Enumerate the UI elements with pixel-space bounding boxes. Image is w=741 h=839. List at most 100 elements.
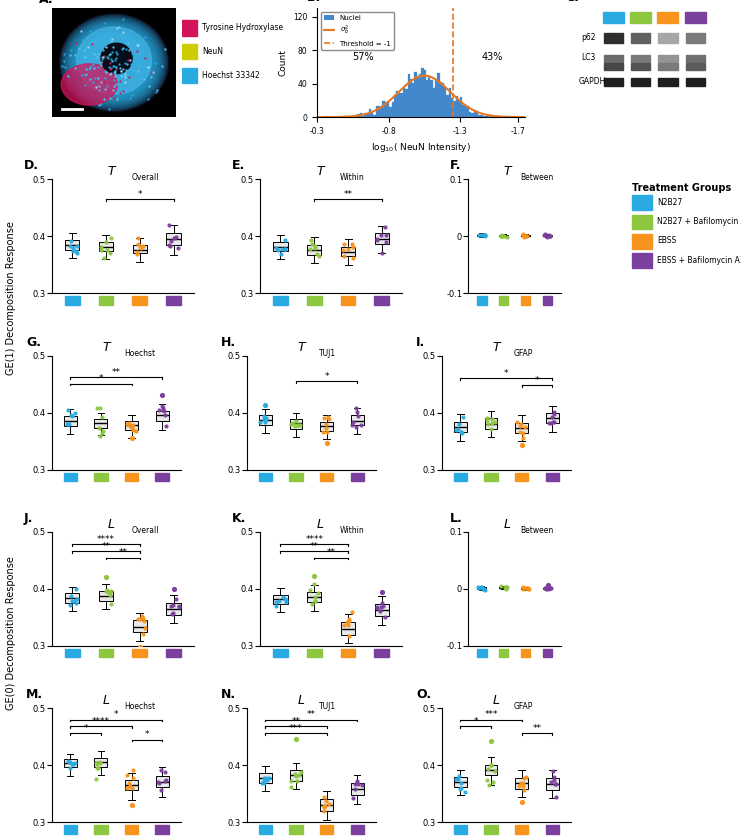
- Point: [308, 570, 320, 583]
- Point: [68, 594, 80, 607]
- FancyBboxPatch shape: [99, 296, 113, 305]
- FancyBboxPatch shape: [542, 649, 553, 657]
- Point: [258, 772, 270, 785]
- Point: [90, 773, 102, 786]
- Point: [474, 228, 486, 242]
- Point: [101, 242, 113, 256]
- Point: [96, 410, 107, 424]
- Text: B.: B.: [307, 0, 321, 4]
- Point: [520, 229, 532, 242]
- Point: [455, 425, 467, 439]
- Point: [371, 233, 383, 247]
- Point: [167, 607, 179, 620]
- FancyBboxPatch shape: [521, 296, 531, 305]
- Text: **: **: [112, 367, 121, 377]
- Point: [99, 251, 110, 264]
- Point: [260, 771, 272, 784]
- Bar: [419, 74, 422, 117]
- Point: [165, 234, 176, 248]
- Point: [134, 640, 146, 654]
- Text: E.: E.: [232, 159, 245, 172]
- FancyBboxPatch shape: [307, 296, 322, 305]
- PathPatch shape: [94, 419, 107, 428]
- FancyBboxPatch shape: [631, 34, 651, 43]
- Point: [322, 410, 334, 424]
- Point: [544, 229, 556, 242]
- Point: [153, 776, 165, 789]
- Text: *: *: [138, 190, 142, 199]
- Point: [450, 424, 462, 437]
- Point: [485, 422, 496, 435]
- Text: ****: ****: [92, 717, 110, 726]
- Point: [70, 583, 82, 597]
- PathPatch shape: [546, 413, 559, 423]
- Point: [287, 416, 299, 430]
- Point: [496, 229, 508, 242]
- Point: [64, 761, 76, 774]
- FancyBboxPatch shape: [485, 472, 498, 481]
- Ellipse shape: [101, 43, 132, 74]
- Bar: [448, 88, 451, 117]
- Point: [542, 581, 554, 595]
- Point: [309, 591, 321, 604]
- Point: [126, 421, 138, 435]
- Point: [519, 581, 531, 595]
- Point: [153, 404, 165, 417]
- Point: [95, 244, 107, 258]
- FancyBboxPatch shape: [166, 296, 181, 305]
- Text: **: **: [310, 542, 319, 550]
- Point: [307, 237, 319, 251]
- Point: [342, 618, 354, 632]
- Point: [501, 581, 513, 595]
- Text: A.: A.: [39, 0, 54, 6]
- PathPatch shape: [320, 422, 333, 431]
- Text: GE(1) Decomposition Response: GE(1) Decomposition Response: [6, 221, 16, 375]
- Point: [319, 422, 331, 435]
- PathPatch shape: [125, 421, 138, 430]
- Text: O.: O.: [416, 688, 431, 701]
- Point: [100, 584, 112, 597]
- Point: [305, 583, 316, 597]
- Ellipse shape: [65, 19, 163, 107]
- Text: *: *: [473, 717, 478, 726]
- Ellipse shape: [67, 20, 162, 105]
- Point: [350, 401, 362, 414]
- Point: [66, 758, 78, 771]
- Point: [377, 599, 389, 612]
- Point: [66, 409, 78, 423]
- FancyBboxPatch shape: [633, 234, 651, 249]
- Point: [457, 411, 469, 425]
- Bar: [367, 114, 369, 117]
- Point: [173, 601, 185, 614]
- Point: [167, 231, 179, 244]
- Point: [293, 418, 305, 431]
- Point: [318, 799, 330, 812]
- PathPatch shape: [167, 603, 181, 614]
- Point: [90, 757, 102, 770]
- Point: [167, 599, 179, 612]
- Point: [343, 629, 355, 643]
- Point: [347, 415, 359, 429]
- Ellipse shape: [64, 18, 165, 108]
- Point: [380, 235, 392, 248]
- Point: [522, 582, 534, 596]
- Point: [295, 765, 307, 779]
- PathPatch shape: [320, 800, 333, 810]
- Bar: [373, 115, 376, 117]
- Point: [157, 403, 169, 416]
- Point: [164, 219, 176, 232]
- Point: [482, 417, 494, 430]
- Text: Hoechst: Hoechst: [124, 702, 155, 711]
- Point: [514, 425, 526, 438]
- Text: L: L: [108, 518, 115, 531]
- Point: [130, 425, 142, 438]
- FancyBboxPatch shape: [374, 296, 389, 305]
- Point: [139, 614, 150, 628]
- Point: [495, 229, 507, 242]
- PathPatch shape: [454, 422, 467, 432]
- Point: [256, 776, 268, 789]
- Point: [323, 413, 335, 426]
- Point: [321, 818, 333, 831]
- Point: [317, 425, 329, 439]
- Text: M.: M.: [26, 688, 43, 701]
